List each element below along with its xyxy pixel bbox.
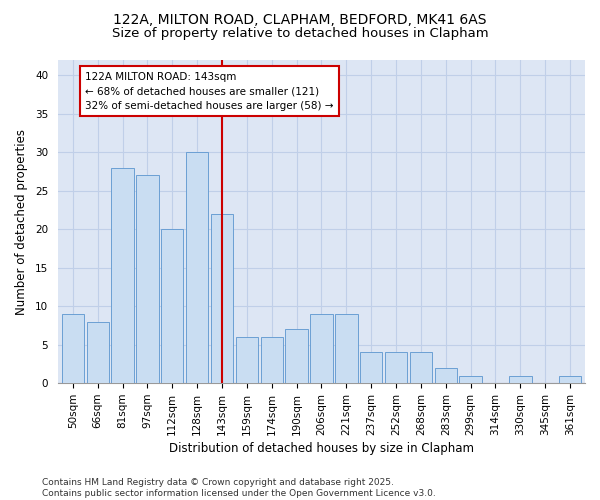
Bar (260, 337, 283, 383)
Bar (112, 168, 134, 383)
Bar (434, 368, 457, 383)
X-axis label: Distribution of detached houses by size in Clapham: Distribution of detached houses by size … (169, 442, 474, 455)
Bar (86, 322, 109, 383)
Bar (335, 314, 358, 383)
Text: Size of property relative to detached houses in Clapham: Size of property relative to detached ho… (112, 28, 488, 40)
Bar (161, 230, 184, 383)
Bar (509, 376, 532, 383)
Text: 122A MILTON ROAD: 143sqm
← 68% of detached houses are smaller (121)
32% of semi-: 122A MILTON ROAD: 143sqm ← 68% of detach… (85, 72, 334, 111)
Text: Contains HM Land Registry data © Crown copyright and database right 2025.
Contai: Contains HM Land Registry data © Crown c… (42, 478, 436, 498)
Bar (460, 376, 482, 383)
Text: 122A, MILTON ROAD, CLAPHAM, BEDFORD, MK41 6AS: 122A, MILTON ROAD, CLAPHAM, BEDFORD, MK4… (113, 12, 487, 26)
Bar (136, 176, 158, 383)
Bar (286, 330, 308, 383)
Bar (62, 314, 84, 383)
Bar (410, 352, 432, 383)
Bar (236, 337, 258, 383)
Bar (186, 152, 208, 383)
Bar (310, 314, 332, 383)
Bar (385, 352, 407, 383)
Bar (559, 376, 581, 383)
Bar (211, 214, 233, 383)
Y-axis label: Number of detached properties: Number of detached properties (15, 128, 28, 314)
Bar (360, 352, 382, 383)
